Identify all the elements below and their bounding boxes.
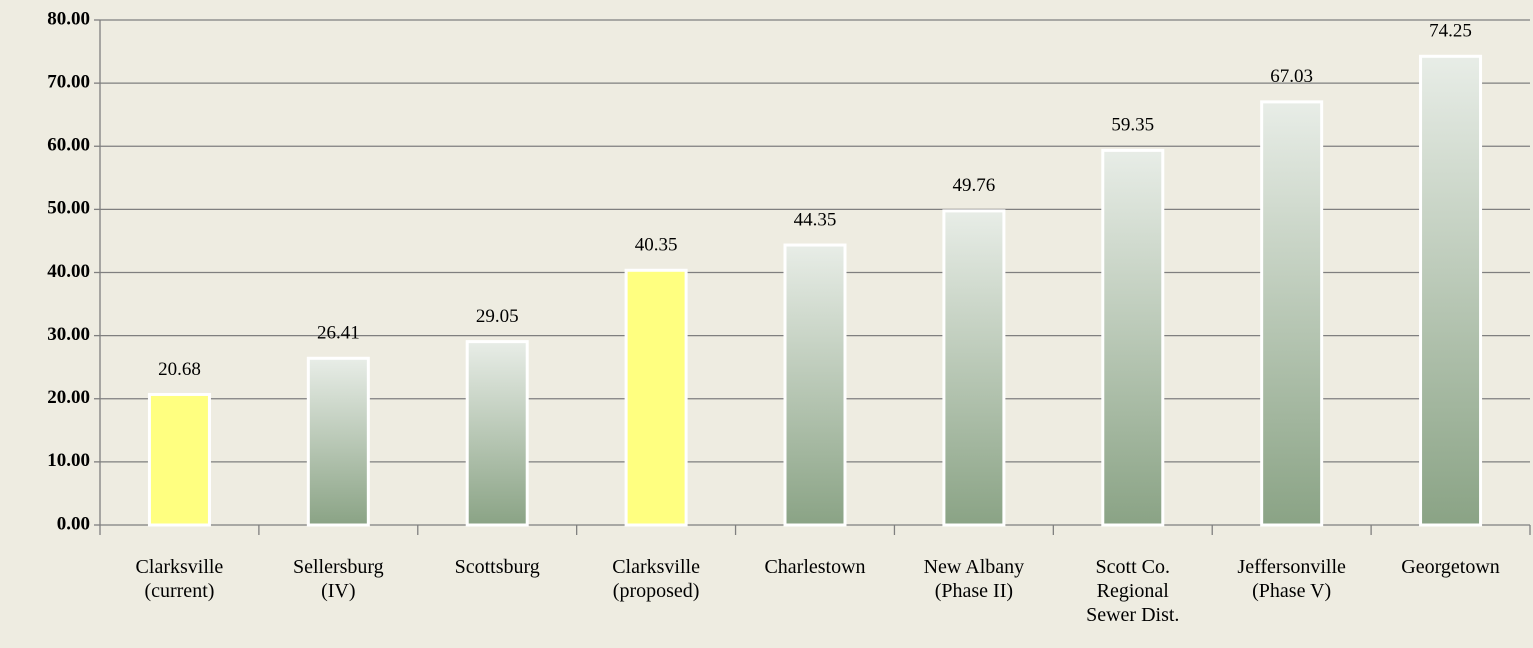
- data-label: 29.05: [476, 306, 519, 327]
- x-tick-label: Clarksville (current): [135, 556, 224, 602]
- data-label: 67.03: [1270, 66, 1313, 87]
- y-tick-label: 80.00: [47, 8, 90, 29]
- bar: [147, 392, 211, 527]
- x-tick-label: Georgetown: [1401, 556, 1500, 578]
- y-tick-label: 70.00: [47, 71, 90, 92]
- y-tick-label: 60.00: [47, 135, 90, 156]
- x-tick-label: Clarksville (proposed): [612, 556, 700, 602]
- x-tick-label: New Albany (Phase II): [923, 556, 1025, 602]
- y-tick-label: 0.00: [57, 513, 90, 534]
- bar: [1260, 100, 1324, 527]
- x-tick-label: Jeffersonville (Phase V): [1237, 556, 1346, 602]
- bar: [1419, 54, 1483, 527]
- data-label: 40.35: [635, 235, 678, 256]
- bar: [783, 243, 847, 527]
- y-tick-label: 50.00: [47, 198, 90, 219]
- data-label: 26.41: [317, 323, 360, 344]
- x-tick-label: Scottsburg: [454, 556, 540, 578]
- data-label: 44.35: [794, 209, 837, 230]
- bar: [624, 268, 688, 527]
- y-tick-label: 40.00: [47, 261, 90, 282]
- y-tick-label: 10.00: [47, 450, 90, 471]
- bar: [1101, 148, 1165, 527]
- y-tick-label: 20.00: [47, 387, 90, 408]
- data-label: 74.25: [1429, 21, 1472, 42]
- x-tick-label: Scott Co. Regional Sewer Dist.: [1086, 556, 1180, 626]
- bar: [942, 209, 1006, 527]
- bar: [465, 340, 529, 527]
- data-label: 20.68: [158, 359, 201, 380]
- bar: [306, 356, 370, 527]
- y-tick-label: 30.00: [47, 324, 90, 345]
- data-label: 49.76: [953, 175, 996, 196]
- x-tick-label: Sellersburg (IV): [292, 556, 384, 602]
- x-tick-label: Charlestown: [764, 556, 866, 578]
- data-label: 59.35: [1111, 115, 1154, 136]
